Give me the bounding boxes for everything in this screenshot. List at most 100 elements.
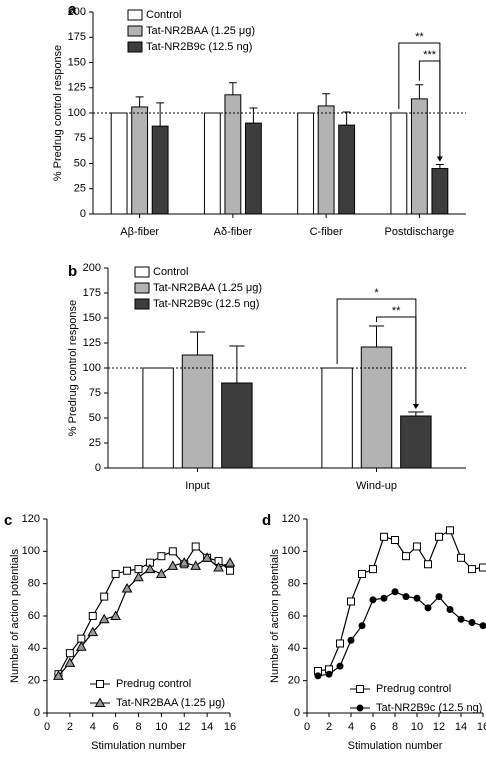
significance-label: * — [374, 287, 379, 299]
legend-label: Tat-NR2BAA (1.25 μg) — [146, 25, 255, 37]
y-tick-label: 100 — [68, 107, 86, 119]
series-line — [57, 545, 231, 675]
marker — [100, 592, 109, 601]
bar — [410, 98, 428, 215]
marker — [424, 604, 432, 612]
y-axis-label: Number of action potentials — [9, 549, 21, 683]
marker — [479, 622, 486, 630]
y-tick-label: 40 — [28, 642, 40, 654]
significance-bracket — [418, 60, 441, 161]
marker — [224, 557, 236, 567]
x-tick-label: 16 — [224, 721, 236, 733]
marker — [111, 569, 120, 578]
bar — [142, 367, 174, 469]
y-tick-label: 25 — [74, 183, 86, 195]
bar — [317, 105, 335, 215]
legend-label: Predrug control — [376, 683, 451, 695]
y-tick-label: 0 — [34, 707, 40, 719]
bar — [110, 112, 128, 215]
marker — [380, 532, 388, 541]
error-bar — [229, 345, 245, 383]
bar — [131, 106, 149, 215]
marker — [98, 613, 110, 624]
x-tick-label: 14 — [201, 721, 213, 733]
bar — [244, 122, 262, 215]
bracket-arrow — [436, 156, 443, 162]
x-tick-label: Postdischarge — [385, 226, 455, 238]
marker — [64, 657, 76, 667]
legend-marker — [356, 704, 364, 712]
y-tick-label: 0 — [80, 208, 86, 220]
marker — [457, 615, 465, 623]
marker — [191, 542, 200, 551]
bar — [321, 367, 353, 469]
y-tick-label: 20 — [288, 675, 300, 687]
y-tick-label: 120 — [22, 513, 40, 525]
marker — [213, 561, 224, 572]
y-tick-label: 50 — [74, 157, 86, 169]
y-tick-label: 200 — [68, 6, 86, 18]
error-bar — [228, 82, 237, 95]
bar — [431, 168, 449, 215]
marker — [157, 552, 166, 561]
x-tick-label: 14 — [455, 721, 467, 733]
marker — [325, 670, 333, 678]
y-tick-label: 175 — [83, 287, 101, 299]
x-tick-label: C-fiber — [310, 226, 343, 238]
y-tick-label: 125 — [83, 337, 101, 349]
error-bar — [189, 331, 206, 355]
x-tick-label: 2 — [67, 721, 73, 733]
legend-label: Control — [153, 266, 188, 278]
marker — [314, 672, 322, 680]
marker — [65, 649, 74, 658]
y-tick-label: 75 — [74, 132, 86, 144]
marker — [226, 566, 234, 575]
y-axis-label: % Predrug control response — [52, 45, 64, 181]
marker — [446, 526, 454, 535]
marker — [201, 552, 213, 562]
y-tick-label: 100 — [22, 545, 40, 557]
x-tick-label: 4 — [90, 721, 96, 733]
marker — [134, 565, 143, 574]
marker — [391, 588, 399, 596]
legend-label: Tat-NR2BAA (1.25 μg) — [153, 282, 262, 294]
error-bar — [368, 325, 385, 347]
marker — [457, 553, 465, 562]
y-tick-label: 120 — [282, 513, 300, 525]
marker — [53, 670, 64, 680]
x-tick-label: 6 — [370, 721, 376, 733]
x-tick-label: 6 — [113, 721, 119, 733]
bar — [400, 415, 432, 469]
y-tick-label: 100 — [282, 545, 300, 557]
x-tick-label: 2 — [326, 721, 332, 733]
x-tick-label: 10 — [411, 721, 423, 733]
marker — [144, 563, 156, 574]
y-tick-label: 60 — [288, 610, 300, 622]
y-tick-label: 125 — [68, 82, 86, 94]
y-tick-label: 175 — [68, 31, 86, 43]
marker — [380, 594, 388, 602]
legend-marker — [96, 680, 104, 688]
marker — [424, 560, 432, 569]
y-tick-label: 0 — [294, 707, 300, 719]
y-axis-label: % Predrug control response — [67, 300, 79, 436]
marker — [391, 536, 399, 545]
series-line — [317, 529, 484, 672]
bracket-arrow — [412, 404, 419, 409]
y-tick-label: 150 — [68, 56, 86, 68]
bar — [390, 112, 408, 215]
marker — [87, 626, 99, 637]
marker — [369, 565, 377, 574]
y-tick-label: 20 — [28, 675, 40, 687]
marker — [358, 622, 366, 630]
marker — [402, 552, 410, 561]
y-tick-label: 0 — [95, 462, 101, 474]
x-tick-label: 8 — [135, 721, 141, 733]
series-line — [57, 557, 231, 677]
x-tick-label: 4 — [348, 721, 354, 733]
y-tick-label: 150 — [83, 312, 101, 324]
marker — [77, 634, 86, 643]
panel-label: b — [68, 263, 77, 280]
marker — [468, 618, 476, 626]
